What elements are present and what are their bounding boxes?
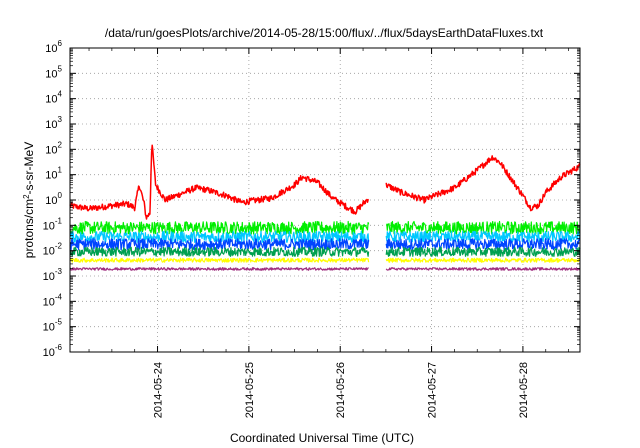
series-line-4 xyxy=(69,246,581,257)
series-line-5 xyxy=(69,257,581,263)
y-tick-labels: 106 105 104 103 102 101 100 10-1 10-2 10-3 10-4 10-… xyxy=(43,39,63,359)
series-line-0 xyxy=(69,144,581,220)
series-layer xyxy=(69,144,581,271)
x-tick-label: 2014-05-26 xyxy=(335,362,347,418)
y-tick-label: 10-4 xyxy=(43,292,63,308)
y-tick-label: 101 xyxy=(45,166,62,182)
y-tick-label: 10-3 xyxy=(43,267,63,283)
y-tick-label: 100 xyxy=(45,191,62,207)
y-tick-label: 10-5 xyxy=(43,318,63,334)
x-axis-label: Coordinated Universal Time (UTC) xyxy=(230,431,414,445)
y-tick-label: 10-6 xyxy=(43,343,63,359)
y-tick-label: 104 xyxy=(45,90,62,106)
x-tick-label: 2014-05-28 xyxy=(518,362,530,418)
y-tick-label: 10-2 xyxy=(43,242,63,258)
series-line-6 xyxy=(69,267,581,271)
chart-title: /data/run/goesPlots/archive/2014-05-28/1… xyxy=(105,26,544,40)
y-tick-label: 103 xyxy=(45,115,62,131)
y-axis-label: protons/cm2-s-sr-MeV xyxy=(22,142,37,258)
x-tick-labels: 2014-05-24 2014-05-25 2014-05-26 2014-05-27… xyxy=(153,362,530,418)
y-tick-label: 106 xyxy=(45,39,62,55)
x-tick-label: 2014-05-24 xyxy=(153,362,165,418)
x-tick-label: 2014-05-27 xyxy=(427,362,439,418)
ticks xyxy=(70,47,580,353)
series-line-1 xyxy=(69,220,581,235)
y-tick-label: 102 xyxy=(45,140,62,156)
y-tick-label: 105 xyxy=(45,64,62,80)
y-tick-label: 10-1 xyxy=(43,216,63,232)
series-line-3 xyxy=(69,238,581,251)
x-tick-label: 2014-05-25 xyxy=(244,362,256,418)
grid xyxy=(70,47,580,353)
